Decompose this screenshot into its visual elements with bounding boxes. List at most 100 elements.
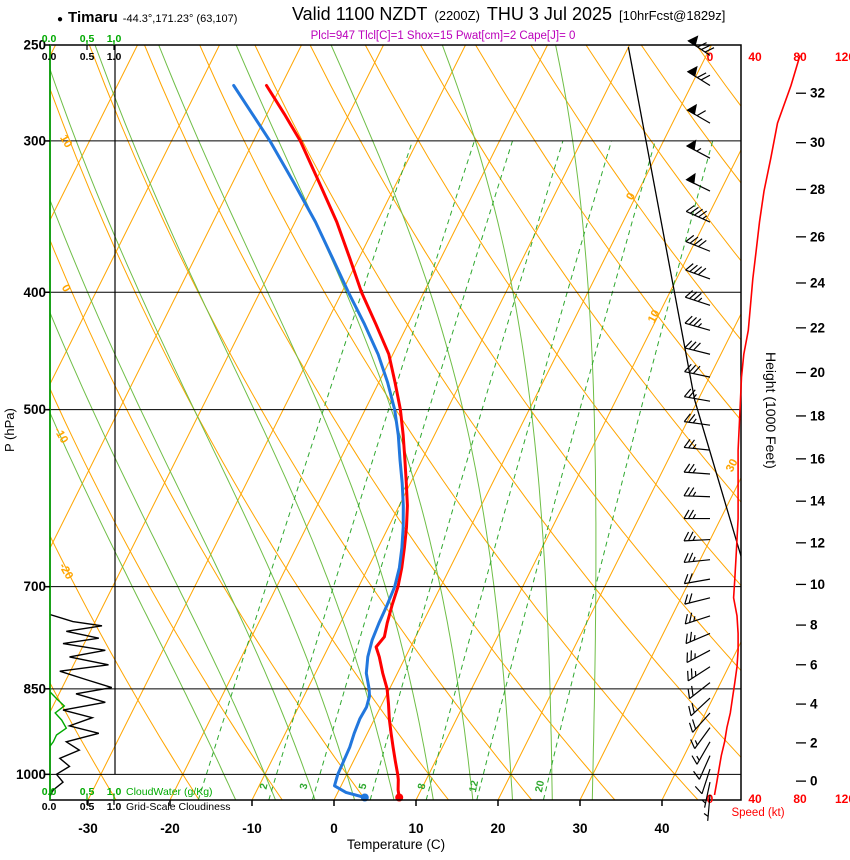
wind-barb-full — [683, 553, 689, 563]
height-tick-label: 6 — [810, 657, 818, 672]
wind-barb-half — [692, 513, 697, 519]
wind-barb-full — [693, 266, 703, 274]
valid-time-header: Valid 1100 NZDT (2200Z) THU 3 Jul 2025 [… — [292, 4, 725, 25]
wind-barb-full — [683, 531, 690, 542]
wind-barb-flag — [686, 65, 698, 77]
wind-barb-full — [698, 210, 708, 218]
height-tick-label: 20 — [810, 365, 825, 380]
speed-tick-label-top: 120 — [835, 50, 850, 64]
height-tick-label: 14 — [810, 494, 826, 509]
wind-barb-half — [692, 468, 697, 474]
wind-barb-full — [688, 413, 696, 423]
wind-barb-full — [685, 234, 695, 242]
forecast-tag: [10hrFcst@1829z] — [618, 8, 726, 23]
isotherm-label: 30 — [724, 457, 741, 474]
wind-barb-staff — [684, 538, 711, 542]
height-tick-label: 4 — [810, 697, 818, 712]
wind-barb-full — [684, 340, 693, 349]
wind-barb-half — [692, 443, 697, 449]
pressure-tick-label: 250 — [23, 38, 46, 53]
height-tick-label: 2 — [810, 735, 818, 750]
station-bullet-icon: ● — [57, 14, 64, 25]
wind-barb-full — [696, 110, 706, 117]
wind-barb-full — [689, 631, 693, 642]
wind-barb-staff — [694, 727, 711, 749]
speed-tick-label-bottom: 40 — [748, 792, 762, 806]
cloudwater-scale-bottom: 0.0 — [42, 786, 57, 798]
cloudwater-scale-top: 1.0 — [107, 33, 122, 45]
isotherm-label: 0 — [625, 191, 639, 202]
wind-barb-full — [693, 770, 700, 780]
wind-barb-staff — [707, 794, 711, 821]
height-tick-label: 16 — [810, 451, 826, 466]
valid-date: THU 3 Jul 2025 — [486, 4, 612, 24]
wind-barb-full — [693, 342, 701, 351]
cloudwater-scale-title: CloudWater (g/Kg) — [126, 786, 213, 798]
cloudiness-scale-bottom: 0.0 — [42, 801, 57, 813]
wind-speed-curve — [713, 55, 801, 796]
wind-barb-full — [694, 785, 703, 795]
mixing-ratio-label: 8 — [416, 782, 429, 790]
grid-scale-cloudiness-profile — [50, 613, 113, 797]
wind-barb-full — [684, 614, 688, 625]
cloudiness-scale-title: Grid-Scale Cloudiness — [126, 801, 230, 813]
wind-barb-staff — [685, 269, 711, 280]
wind-barb-full — [691, 755, 698, 765]
wind-barb-full — [687, 509, 695, 519]
wind-barb-full — [684, 363, 692, 373]
cloudiness-scale-top: 1.0 — [107, 51, 122, 63]
wind-barb-full — [688, 341, 697, 350]
cloud-scale-labels: 0.0 0.0 0.0 0.0 0.5 0.5 0.5 0.5 1.0 1.0 1.0 1.0 Clou… — [42, 33, 231, 813]
pressure-tick-label: 300 — [23, 133, 46, 148]
wind-barb-full — [683, 487, 690, 497]
wind-barb-staff — [686, 210, 711, 223]
wind-barb-full — [683, 413, 691, 422]
wind-barb-staff — [684, 578, 711, 585]
wind-barb-staff — [701, 768, 711, 794]
wind-barb-half — [703, 813, 709, 817]
grid-lines — [50, 45, 741, 800]
wind-barb-flag — [685, 172, 696, 185]
height-tick-label: 0 — [810, 774, 818, 789]
wind-barb-full — [697, 267, 707, 276]
wind-barb-full — [690, 739, 696, 749]
wind-barb-full — [690, 206, 699, 214]
cloudiness-scale-top: 0.0 — [42, 51, 57, 63]
valid-zulu: (2200Z) — [434, 8, 480, 23]
pressure-axis: 250 300 400 500 700 850 1000 P (hPa) — [2, 38, 50, 782]
wind-barb-half — [693, 635, 696, 641]
wind-barb-full — [688, 439, 695, 449]
wind-barb-full — [704, 47, 715, 53]
height-axis-title: Height (1000 Feet) — [763, 352, 779, 469]
height-tick-label: 24 — [810, 275, 826, 290]
wind-barb-half — [696, 147, 702, 152]
wind-barb-full — [688, 722, 694, 733]
cloudwater-scale-bottom: 1.0 — [107, 786, 122, 798]
cloudiness-scale-bottom: 1.0 — [107, 801, 122, 813]
isotherm-label: 10 — [646, 308, 663, 325]
wind-barb-staff — [684, 597, 711, 605]
wind-barb-full — [701, 44, 711, 51]
temperature-tick-label: 40 — [654, 821, 669, 836]
wind-barb-staff — [685, 296, 711, 306]
wind-barb-full — [700, 74, 711, 81]
station-coords: -44.3°,171.23° (63,107) — [122, 13, 238, 25]
temperature-tick-label: -30 — [78, 821, 98, 836]
height-tick-label: 8 — [810, 618, 818, 633]
speed-tick-label-bottom: 120 — [835, 792, 850, 806]
wind-barb-full — [684, 594, 689, 605]
wind-barb-staff — [684, 371, 711, 378]
cloudwater-profile — [50, 691, 68, 747]
wind-barb-full — [691, 702, 695, 713]
station-name: Timaru — [68, 9, 118, 26]
wind-barb-flag — [686, 103, 697, 116]
wind-barb-half — [694, 740, 698, 746]
height-tick-label: 18 — [810, 408, 826, 423]
wind-barb-full — [688, 317, 697, 325]
wind-barb-staff — [685, 240, 711, 252]
temperature-tick-label: -10 — [242, 821, 262, 836]
wind-barb-staff — [685, 615, 711, 625]
wind-barb-half — [693, 616, 696, 622]
wind-barb-full — [688, 487, 695, 497]
